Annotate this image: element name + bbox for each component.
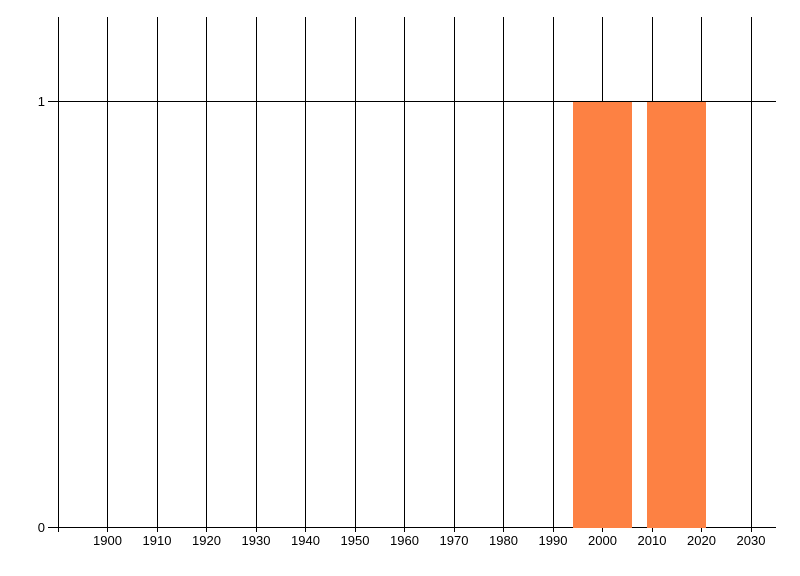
x-gridline [305, 17, 306, 532]
x-gridline [503, 17, 504, 532]
x-tick-label: 2030 [736, 533, 766, 548]
x-gridline [453, 17, 455, 532]
x-tick-label: 2000 [588, 533, 617, 548]
x-tick-label: 1990 [538, 533, 568, 548]
x-gridline [404, 17, 405, 532]
x-tick-label: 1980 [489, 533, 518, 548]
x-gridline [57, 17, 59, 532]
x-axis-line [48, 527, 776, 528]
x-tick-label: 1900 [93, 533, 122, 548]
x-tick-label: 1960 [390, 533, 419, 548]
x-tick-label: 1920 [192, 533, 221, 548]
x-tick-label: 1940 [291, 533, 320, 548]
x-gridline [255, 17, 257, 532]
y-gridline [48, 101, 776, 102]
x-gridline [107, 17, 108, 532]
y-tick-label: 0 [37, 519, 45, 535]
y-tick-label: 1 [37, 93, 45, 109]
x-tick-label: 1950 [340, 533, 370, 548]
bar [647, 101, 707, 528]
x-tick-label: 2020 [687, 533, 716, 548]
x-tick-label: 1910 [142, 533, 172, 548]
x-gridline [354, 17, 356, 532]
x-tick-label: 1970 [439, 533, 469, 548]
bar [572, 101, 633, 528]
x-gridline [750, 17, 752, 532]
x-tick-label: 2010 [637, 533, 667, 548]
x-tick-label: 1930 [241, 533, 271, 548]
x-gridline [206, 17, 207, 532]
x-gridline [552, 17, 554, 532]
x-gridline [156, 17, 158, 532]
